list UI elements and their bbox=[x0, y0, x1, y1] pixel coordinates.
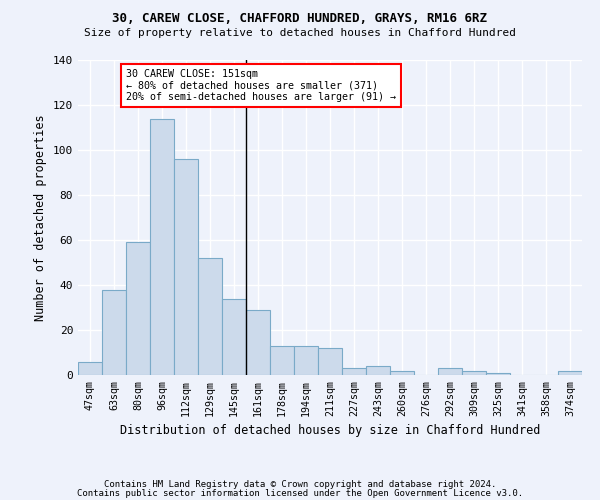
Text: Size of property relative to detached houses in Chafford Hundred: Size of property relative to detached ho… bbox=[84, 28, 516, 38]
Bar bbox=[222, 298, 246, 375]
Bar bbox=[198, 258, 222, 375]
Bar bbox=[438, 368, 462, 375]
Bar bbox=[102, 290, 126, 375]
Text: 30, CAREW CLOSE, CHAFFORD HUNDRED, GRAYS, RM16 6RZ: 30, CAREW CLOSE, CHAFFORD HUNDRED, GRAYS… bbox=[113, 12, 487, 26]
Text: Contains public sector information licensed under the Open Government Licence v3: Contains public sector information licen… bbox=[77, 489, 523, 498]
Bar bbox=[366, 366, 390, 375]
Bar bbox=[174, 159, 198, 375]
Bar bbox=[294, 346, 318, 375]
Bar bbox=[150, 118, 174, 375]
Bar bbox=[318, 348, 342, 375]
Bar bbox=[558, 370, 582, 375]
Bar bbox=[342, 368, 366, 375]
Y-axis label: Number of detached properties: Number of detached properties bbox=[34, 114, 47, 321]
Text: 30 CAREW CLOSE: 151sqm
← 80% of detached houses are smaller (371)
20% of semi-de: 30 CAREW CLOSE: 151sqm ← 80% of detached… bbox=[126, 69, 396, 102]
Bar bbox=[390, 370, 414, 375]
Bar bbox=[486, 373, 510, 375]
Bar bbox=[126, 242, 150, 375]
Bar bbox=[78, 362, 102, 375]
X-axis label: Distribution of detached houses by size in Chafford Hundred: Distribution of detached houses by size … bbox=[120, 424, 540, 437]
Bar bbox=[462, 370, 486, 375]
Bar bbox=[270, 346, 294, 375]
Bar bbox=[246, 310, 270, 375]
Text: Contains HM Land Registry data © Crown copyright and database right 2024.: Contains HM Land Registry data © Crown c… bbox=[104, 480, 496, 489]
